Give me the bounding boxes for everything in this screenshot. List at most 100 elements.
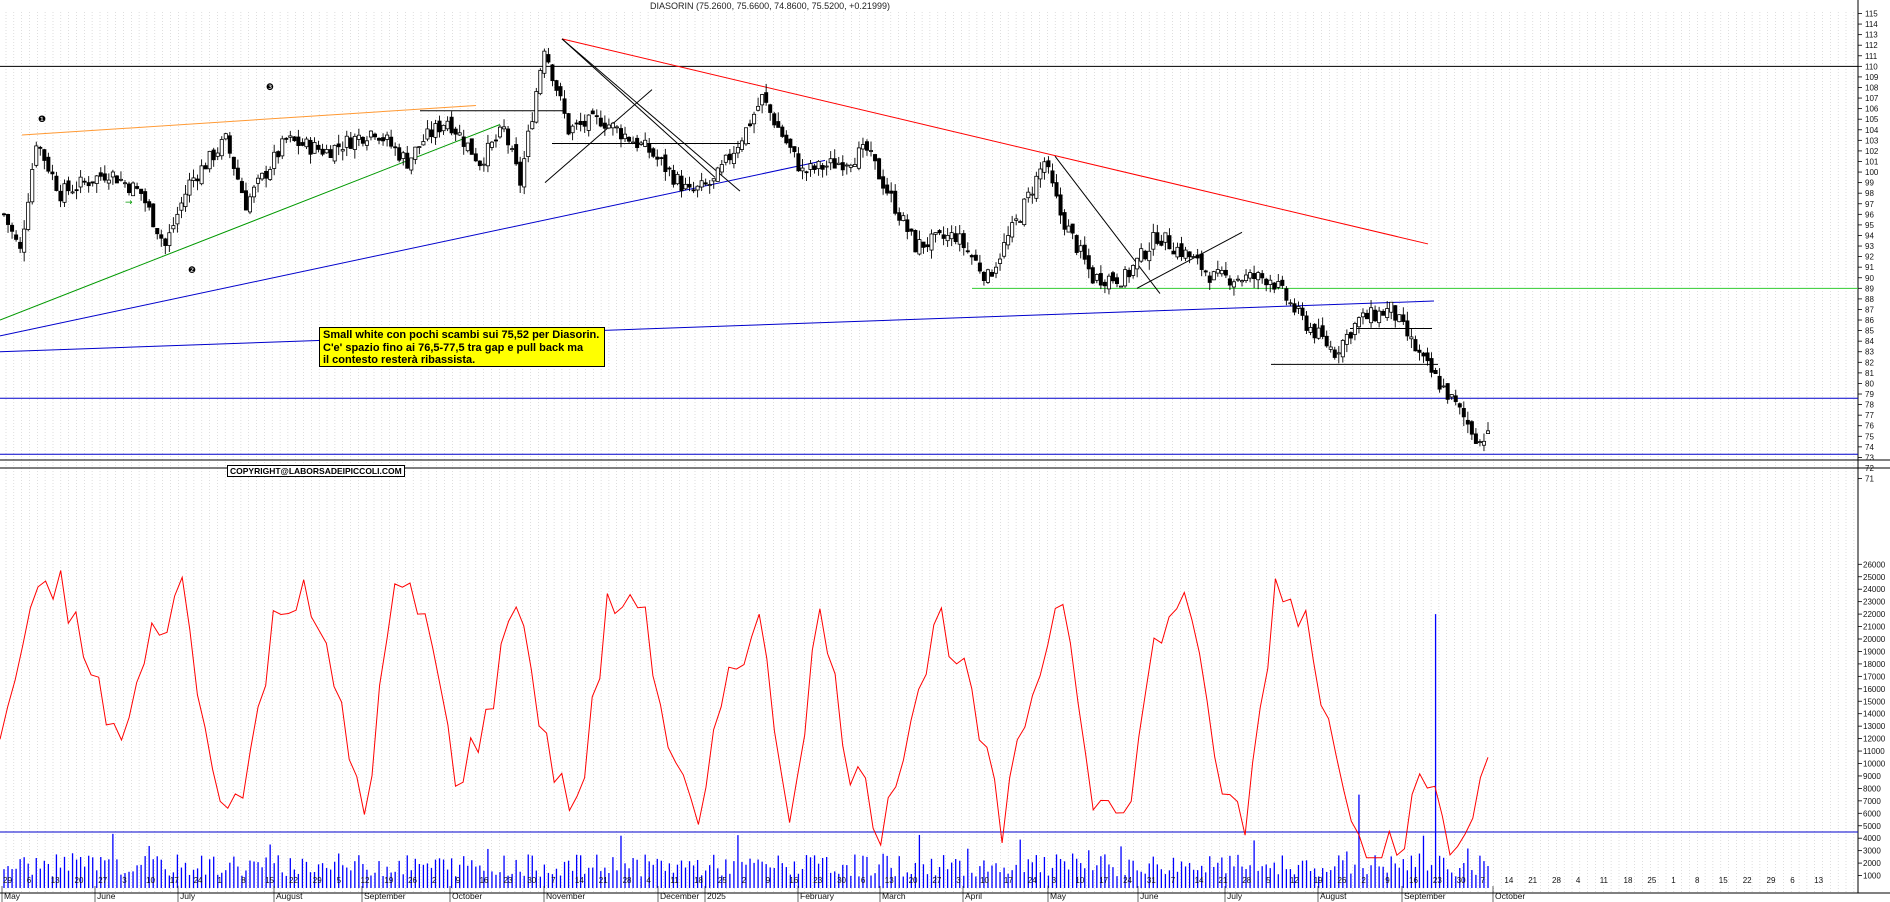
candle-body	[1316, 327, 1321, 339]
candle-body	[804, 171, 809, 174]
candle-body	[671, 169, 676, 185]
candle-body	[66, 180, 71, 192]
candle-body	[538, 70, 543, 95]
candle-body	[1183, 249, 1188, 259]
candle-body	[820, 165, 825, 170]
candle-body	[1320, 325, 1325, 337]
candle-body	[917, 239, 922, 255]
candle-body	[453, 128, 458, 135]
day-tick-label: 23	[813, 876, 822, 885]
candle-body	[546, 54, 551, 63]
day-tick-label: 28	[1552, 876, 1561, 885]
candle-body	[340, 149, 345, 152]
volume-tick-label: 18000	[1863, 660, 1886, 669]
candle-body	[135, 186, 140, 189]
candle-body	[417, 146, 422, 148]
candle-body	[127, 183, 132, 194]
candle-body	[1151, 232, 1156, 250]
candle-body	[175, 213, 180, 225]
candle-body	[1425, 352, 1430, 362]
candle-body	[1054, 182, 1059, 197]
day-tick-label: 6	[861, 876, 866, 885]
candle-body	[594, 115, 599, 118]
day-tick-label: 23	[504, 876, 513, 885]
candle-body	[945, 234, 950, 242]
candle-body	[1352, 323, 1357, 335]
candle-body	[1006, 235, 1011, 246]
candle-body	[1288, 302, 1293, 305]
day-tick-label: 8	[1695, 876, 1700, 885]
candle-body	[429, 129, 434, 138]
candle-body	[74, 189, 79, 192]
candle-body	[110, 171, 115, 178]
candle-body	[1058, 194, 1063, 216]
price-tick-label: 91	[1865, 263, 1874, 272]
candle-body	[264, 170, 269, 179]
chart-title: DIASORIN (75.2600, 75.6600, 74.8600, 75.…	[650, 1, 890, 11]
day-tick-label: 4	[1576, 876, 1581, 885]
day-tick-label: 15	[265, 876, 274, 885]
candle-body	[1002, 242, 1007, 257]
candle-body	[1211, 271, 1216, 281]
candle-body	[1062, 212, 1067, 230]
downtrend-line	[561, 38, 1429, 245]
green-arrow-icon: →	[125, 198, 133, 208]
month-label: February	[800, 891, 835, 901]
candle-body	[199, 165, 204, 185]
candle-body	[735, 146, 740, 154]
day-tick-label: 2	[1361, 876, 1366, 885]
candle-body	[433, 123, 438, 138]
candle-body	[90, 181, 95, 184]
candle-body	[897, 212, 902, 221]
candle-body	[969, 255, 974, 258]
candle-body	[356, 134, 361, 140]
candle-body	[1373, 309, 1378, 322]
horizontal-levels	[0, 65, 1858, 833]
candle-body	[828, 158, 833, 164]
candle-body	[691, 189, 696, 192]
candle-body	[800, 167, 805, 172]
candle-body	[643, 139, 648, 147]
candle-body	[977, 262, 982, 272]
candle-body	[6, 214, 11, 225]
price-tick-label: 99	[1865, 179, 1874, 188]
candle-body	[445, 120, 450, 130]
volume-tick-label: 16000	[1863, 685, 1886, 694]
candle-body	[901, 215, 906, 222]
candle-body	[1223, 269, 1228, 276]
day-tick-label: 30	[837, 876, 846, 885]
day-tick-label: 10	[1075, 876, 1084, 885]
candle-body	[679, 175, 684, 192]
candle-body	[1421, 352, 1426, 357]
candle-body	[46, 156, 51, 172]
day-tick-label: 1	[218, 876, 223, 885]
candle-body	[2, 213, 7, 216]
candle-body	[227, 135, 232, 154]
day-tick-label: 26	[408, 876, 417, 885]
price-tick-label: 73	[1865, 453, 1874, 462]
month-label: August	[276, 891, 303, 901]
candle-body	[610, 122, 615, 129]
candle-body	[623, 133, 628, 140]
candle-body	[1360, 312, 1365, 318]
price-tick-label: 76	[1865, 422, 1874, 431]
candle-body	[1026, 191, 1031, 199]
candle-body	[1469, 421, 1474, 435]
candle-body	[526, 130, 531, 157]
price-tick-label: 84	[1865, 337, 1874, 346]
candle-body	[844, 164, 849, 167]
candle-body	[1244, 274, 1249, 281]
day-tick-label: 6	[1790, 876, 1795, 885]
price-tick-label: 78	[1865, 401, 1874, 410]
candle-body	[195, 178, 200, 182]
candle-body	[1014, 218, 1019, 221]
day-tick-label: 16	[480, 876, 489, 885]
price-tick-label: 109	[1865, 73, 1879, 82]
candle-body	[687, 183, 692, 188]
candle-body	[114, 175, 119, 184]
candle-body	[659, 157, 664, 159]
candle-body	[905, 219, 910, 232]
candle-body	[70, 191, 75, 194]
candle-body	[1074, 235, 1079, 253]
month-label: December	[660, 891, 699, 901]
